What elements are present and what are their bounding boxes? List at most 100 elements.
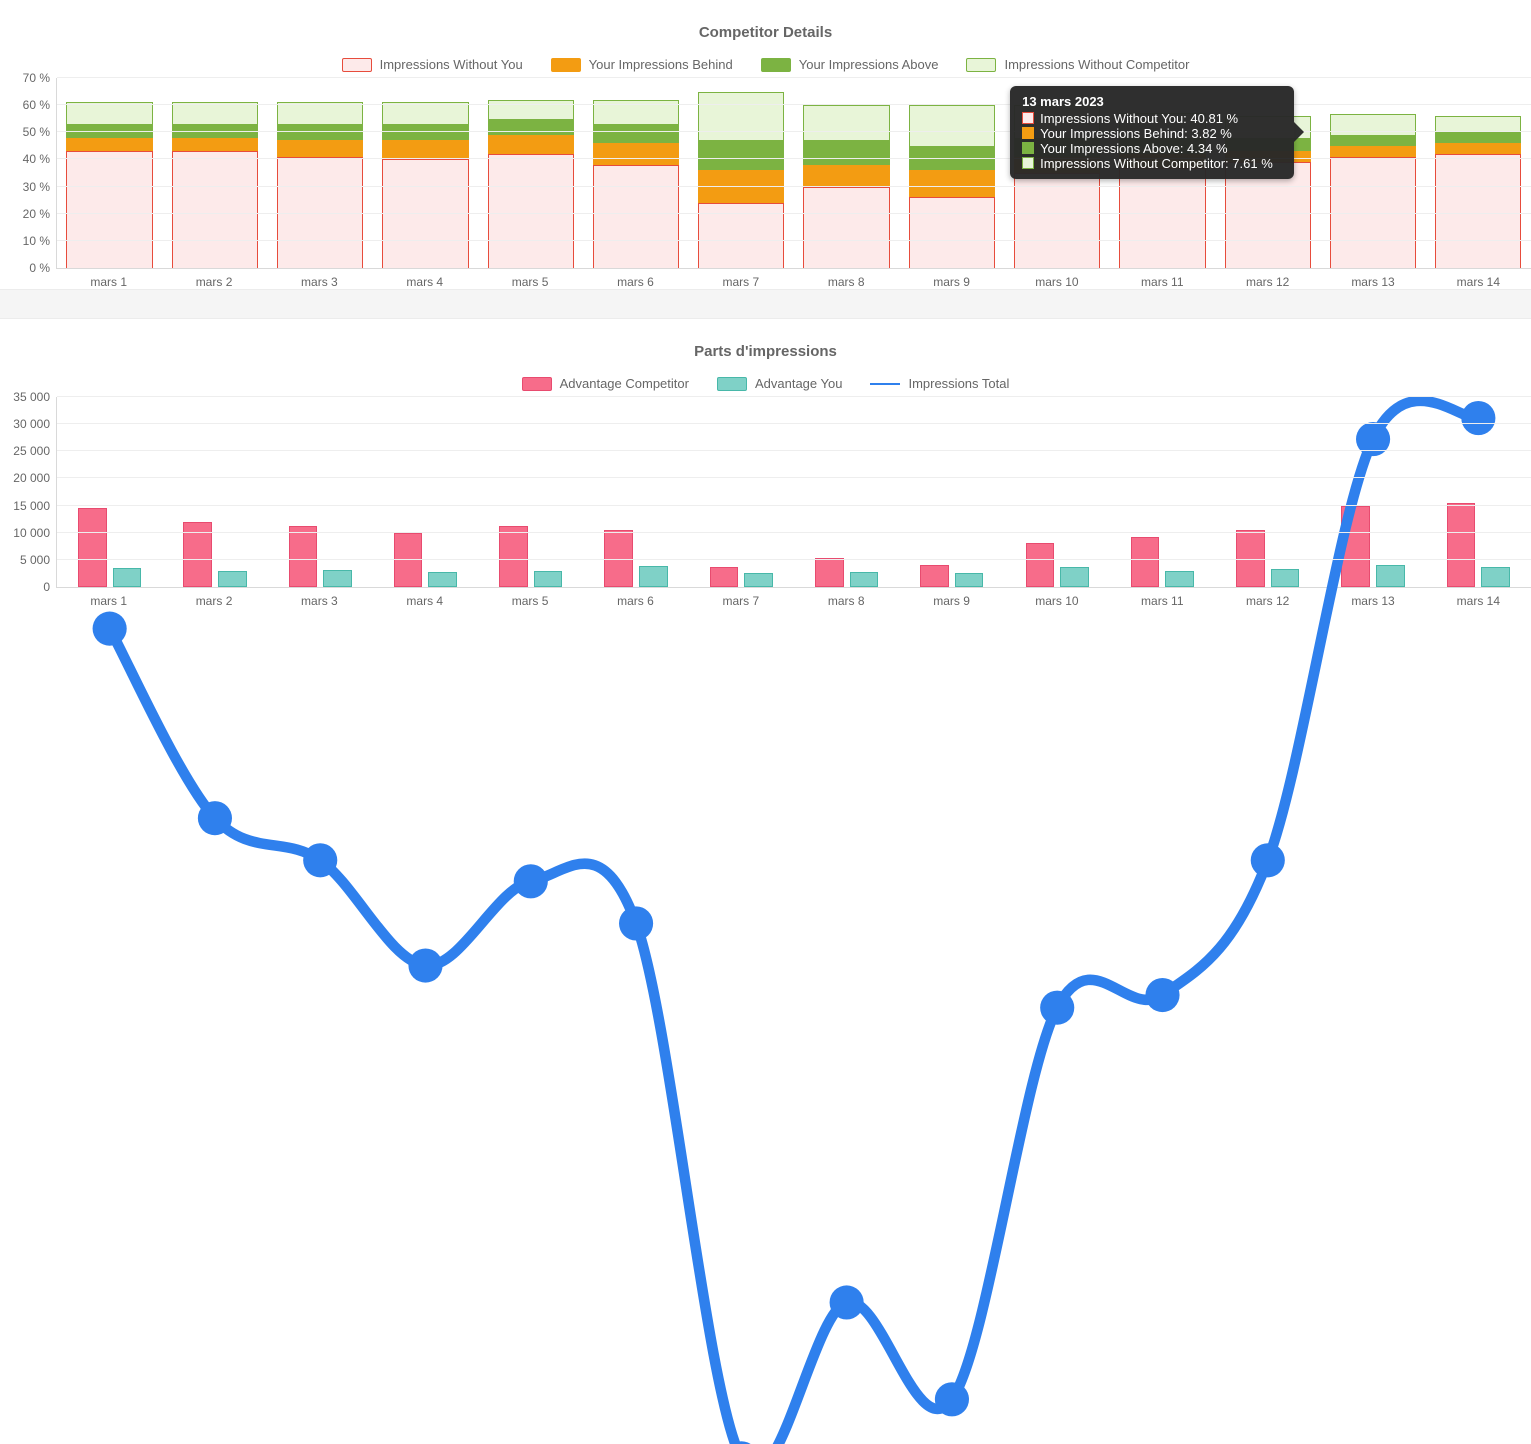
chart2-group[interactable] [1026, 543, 1089, 588]
chart2-gridline [57, 532, 1531, 533]
chart1-legend-item[interactable]: Your Impressions Above [761, 57, 939, 72]
chart2-line-marker [830, 1285, 864, 1319]
chart2-x-label: mars 4 [372, 588, 477, 608]
chart1-gridline [57, 240, 1531, 241]
chart2-x-label: mars 14 [1426, 588, 1531, 608]
chart2-group[interactable] [394, 533, 457, 587]
chart1-stack[interactable] [1435, 116, 1521, 268]
chart1-segment-without_competitor [698, 92, 784, 141]
chart1-segment-above [1435, 132, 1521, 143]
legend-swatch [761, 58, 791, 72]
chart2-plot-wrap: 05 00010 00015 00020 00025 00030 00035 0… [0, 397, 1531, 588]
chart1-segment-without_competitor [909, 105, 995, 146]
chart1-x-label: mars 8 [794, 269, 899, 289]
chart1-y-tick: 30 % [23, 180, 50, 194]
chart2-x-label: mars 1 [56, 588, 161, 608]
chart2-bar-adv_comp [1026, 543, 1055, 588]
tooltip-swatch [1022, 142, 1034, 154]
chart2-x-label: mars 12 [1215, 588, 1320, 608]
chart2-gridline [57, 559, 1531, 560]
chart2-group[interactable] [1447, 503, 1510, 587]
chart1-y-tick: 0 % [29, 261, 50, 275]
legend-swatch [522, 377, 552, 391]
tooltip-row: Your Impressions Above: 4.34 % [1022, 141, 1282, 156]
chart2-bar-adv_you [744, 573, 773, 587]
chart1-stack[interactable] [593, 100, 679, 268]
chart2-line-marker [1145, 978, 1179, 1012]
chart1-stack[interactable] [698, 92, 784, 268]
tooltip-text: Impressions Without Competitor: 7.61 % [1040, 156, 1273, 171]
chart2-plot [56, 397, 1531, 588]
chart2-group[interactable] [815, 558, 878, 587]
chart2-group[interactable] [289, 526, 352, 587]
chart1-tooltip: 13 mars 2023 Impressions Without You: 40.… [1010, 86, 1294, 179]
chart2-line-marker [1251, 843, 1285, 877]
chart1-gridline [57, 104, 1531, 105]
legend-label: Impressions Without Competitor [1004, 57, 1189, 72]
chart2-y-tick: 20 000 [13, 471, 50, 485]
chart2-x-label: mars 7 [688, 588, 793, 608]
chart1-segment-behind [909, 170, 995, 197]
chart1-x-label: mars 11 [1110, 269, 1215, 289]
chart2-x-label: mars 10 [1004, 588, 1109, 608]
chart1-segment-above [382, 124, 468, 140]
chart2-y-tick: 10 000 [13, 526, 50, 540]
chart2-y-tick: 15 000 [13, 499, 50, 513]
chart1-segment-without_competitor [277, 102, 363, 124]
chart2-bar-adv_you [1376, 565, 1405, 587]
chart1-segment-behind [382, 140, 468, 159]
chart1-segment-without_competitor [382, 102, 468, 124]
chart1-segment-without_you [66, 151, 152, 268]
chart2-gridline [57, 477, 1531, 478]
chart1-legend-item[interactable]: Impressions Without You [342, 57, 523, 72]
chart1-x-label: mars 5 [477, 269, 582, 289]
chart2-gridline [57, 450, 1531, 451]
chart2-legend: Advantage Competitor Advantage You Impress… [0, 360, 1531, 397]
chart2-bar-adv_comp [78, 508, 107, 587]
chart2-line-marker [303, 843, 337, 877]
chart2-line-marker [198, 801, 232, 835]
chart2-group[interactable] [920, 565, 983, 587]
tooltip-title: 13 mars 2023 [1022, 94, 1282, 109]
chart1-segment-behind [1330, 146, 1416, 156]
chart1-title: Competitor Details [0, 0, 1531, 41]
chart2-group[interactable] [710, 567, 773, 587]
chart1-stack[interactable] [909, 105, 995, 268]
chart1-segment-behind [698, 170, 784, 203]
chart1-stack[interactable] [488, 100, 574, 268]
chart1-stack[interactable] [1330, 114, 1416, 268]
panel-divider [0, 289, 1531, 319]
chart2-group[interactable] [499, 526, 562, 587]
chart1-legend-item[interactable]: Your Impressions Behind [551, 57, 733, 72]
chart1-y-tick: 40 % [23, 152, 50, 166]
chart2-line-marker [724, 1441, 758, 1444]
chart2-line-marker [408, 948, 442, 982]
chart1-gridline [57, 77, 1531, 78]
chart2-legend-item[interactable]: Impressions Total [870, 376, 1009, 391]
chart1-stack[interactable] [803, 105, 889, 268]
chart2-bar-adv_you [534, 571, 563, 587]
chart1-segment-behind [803, 165, 889, 187]
chart1-x-label: mars 9 [899, 269, 1004, 289]
chart1-plot-wrap: 0 %10 %20 %30 %40 %50 %60 %70 % 13 mars … [0, 78, 1531, 269]
chart1-x-label: mars 13 [1320, 269, 1425, 289]
tooltip-text: Impressions Without You: 40.81 % [1040, 111, 1238, 126]
chart1-legend-item[interactable]: Impressions Without Competitor [966, 57, 1189, 72]
chart2-group[interactable] [1341, 506, 1404, 587]
chart2-bar-adv_comp [815, 558, 844, 587]
chart2-line-marker [1040, 991, 1074, 1025]
chart1-segment-without_you [909, 197, 995, 268]
chart2-group[interactable] [78, 508, 141, 587]
chart2-x-label: mars 13 [1320, 588, 1425, 608]
chart2-x-label: mars 2 [161, 588, 266, 608]
chart1-segment-behind [593, 143, 679, 165]
chart1-x-label: mars 4 [372, 269, 477, 289]
chart1-segment-without_you [1014, 173, 1100, 268]
competitor-details-panel: Competitor Details Impressions Without Y… [0, 0, 1531, 289]
chart2-legend-item[interactable]: Advantage Competitor [522, 376, 689, 391]
legend-swatch [717, 377, 747, 391]
chart2-group[interactable] [1131, 537, 1194, 587]
chart2-legend-item[interactable]: Advantage You [717, 376, 842, 391]
legend-swatch [551, 58, 581, 72]
chart2-bar-adv_comp [499, 526, 528, 587]
